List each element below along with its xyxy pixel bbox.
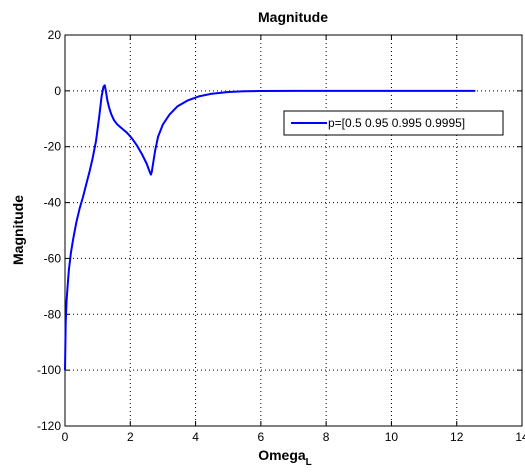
y-tick-label: 0 — [54, 84, 61, 98]
y-tick-label: -40 — [44, 196, 62, 210]
x-tick-label: 6 — [258, 430, 265, 444]
axis-ticks: 0 2 4 6 8 10 12 14 -120 -100 -80 -60 -40 -20 0 20 — [37, 28, 525, 444]
legend-entry-label: p=[0.5 0.95 0.995 0.9995] — [328, 116, 465, 130]
chart-title: Magnitude — [258, 9, 328, 25]
y-tick-label: -120 — [37, 419, 61, 433]
x-tick-label: 4 — [192, 430, 199, 444]
series-line — [64, 84, 476, 371]
x-tick-label: 2 — [127, 430, 134, 444]
y-tick-label: -100 — [37, 363, 61, 377]
y-tick-label: 20 — [48, 28, 62, 42]
x-tick-label: 8 — [323, 430, 330, 444]
x-axis-label-subscript: L — [306, 457, 312, 468]
y-tick-label: -60 — [44, 251, 62, 265]
y-axis-label: Magnitude — [10, 195, 26, 265]
x-axis-label-main: Omega — [258, 447, 306, 463]
x-tick-label: 0 — [62, 430, 69, 444]
legend: p=[0.5 0.95 0.995 0.9995] — [283, 110, 504, 136]
x-tick-label: 10 — [385, 430, 399, 444]
y-tick-label: -20 — [44, 140, 62, 154]
x-tick-label: 12 — [450, 430, 464, 444]
series-group — [64, 84, 476, 371]
x-tick-label: 14 — [515, 430, 525, 444]
x-axis-label: OmegaL — [258, 447, 312, 468]
plot-area — [64, 34, 523, 427]
y-tick-label: -80 — [44, 307, 62, 321]
